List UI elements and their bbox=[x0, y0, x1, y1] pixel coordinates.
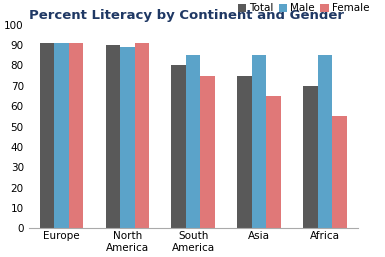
Bar bbox=[54, 43, 69, 228]
Bar bbox=[120, 47, 135, 228]
Legend: Total, Male, Female: Total, Male, Female bbox=[238, 3, 369, 13]
Bar bbox=[266, 96, 281, 228]
Bar bbox=[201, 76, 215, 228]
Bar bbox=[105, 45, 120, 228]
Text: Percent Literacy by Continent and Gender: Percent Literacy by Continent and Gender bbox=[28, 9, 344, 22]
Bar bbox=[303, 86, 318, 228]
Bar bbox=[332, 116, 346, 228]
Bar bbox=[318, 55, 332, 228]
Bar bbox=[40, 43, 54, 228]
Bar bbox=[171, 66, 186, 228]
Bar bbox=[135, 43, 149, 228]
Bar bbox=[69, 43, 83, 228]
Bar bbox=[186, 55, 201, 228]
Bar bbox=[237, 76, 252, 228]
Bar bbox=[252, 55, 266, 228]
